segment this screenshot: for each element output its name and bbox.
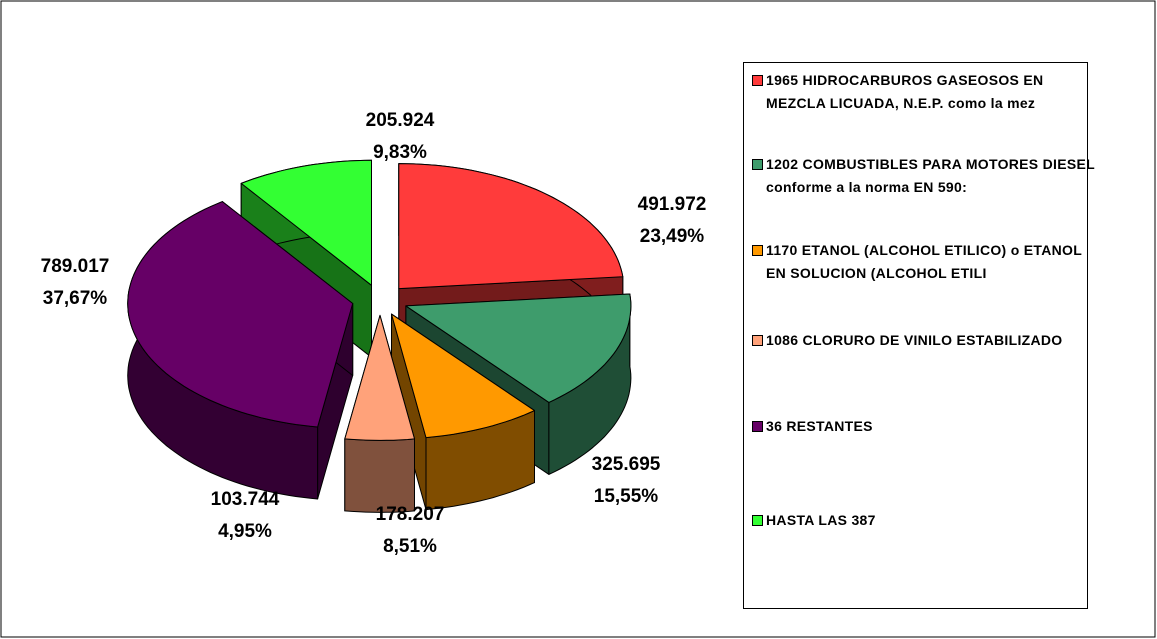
legend-label: 1086 CLORURO DE VINILO ESTABILIZADO xyxy=(766,332,1063,348)
pie-slice xyxy=(127,201,354,500)
slice-top xyxy=(398,163,624,290)
legend-label: 1170 ETANOL (ALCOHOL ETILICO) o ETANOL E… xyxy=(766,242,1082,281)
data-label-percent: 23,49% xyxy=(640,226,705,247)
legend-item: 1202 COMBUSTIBLES PARA MOTORES DIESEL co… xyxy=(752,153,1096,199)
slice-top xyxy=(391,313,535,439)
data-label-value: 325.695 xyxy=(592,454,661,475)
legend-label: 36 RESTANTES xyxy=(766,418,873,434)
legend-item: 1965 HIDROCARBUROS GASEOSOS EN MEZCLA LI… xyxy=(752,69,1096,115)
data-label-value: 103.744 xyxy=(211,489,280,510)
legend-swatch xyxy=(752,515,763,526)
slice-top xyxy=(127,201,354,428)
data-label-value: 789.017 xyxy=(41,256,110,277)
legend: 1965 HIDROCARBUROS GASEOSOS EN MEZCLA LI… xyxy=(743,62,1094,609)
data-label-value: 178.207 xyxy=(376,504,445,525)
data-label-value: 205.924 xyxy=(366,110,435,131)
legend-label: 1202 COMBUSTIBLES PARA MOTORES DIESEL co… xyxy=(766,156,1095,195)
legend-swatch xyxy=(752,159,763,170)
legend-swatch xyxy=(752,421,763,432)
slice-top xyxy=(405,293,632,403)
data-label-percent: 8,51% xyxy=(383,536,437,557)
legend-item: HASTA LAS 387 xyxy=(752,509,1096,532)
legend-item: 36 RESTANTES xyxy=(752,415,1096,438)
slice-top xyxy=(240,159,372,286)
legend-item: 1170 ETANOL (ALCOHOL ETILICO) o ETANOL E… xyxy=(752,239,1096,285)
pie-slice xyxy=(344,314,415,513)
data-label-value: 491.972 xyxy=(638,194,707,215)
data-label-percent: 37,67% xyxy=(43,288,108,309)
legend-swatch xyxy=(752,335,763,346)
legend-label: HASTA LAS 387 xyxy=(766,512,876,528)
legend-swatch xyxy=(752,245,763,256)
data-label-percent: 9,83% xyxy=(373,142,427,163)
slice-outer-wall xyxy=(344,438,415,513)
legend-label: 1965 HIDROCARBUROS GASEOSOS EN MEZCLA LI… xyxy=(766,72,1044,111)
pie-slice xyxy=(391,313,535,511)
legend-item: 1086 CLORURO DE VINILO ESTABILIZADO xyxy=(752,329,1096,352)
slice-top xyxy=(344,314,415,441)
legend-swatch xyxy=(752,75,763,86)
data-label-percent: 15,55% xyxy=(594,486,659,507)
data-label-percent: 4,95% xyxy=(218,521,272,542)
